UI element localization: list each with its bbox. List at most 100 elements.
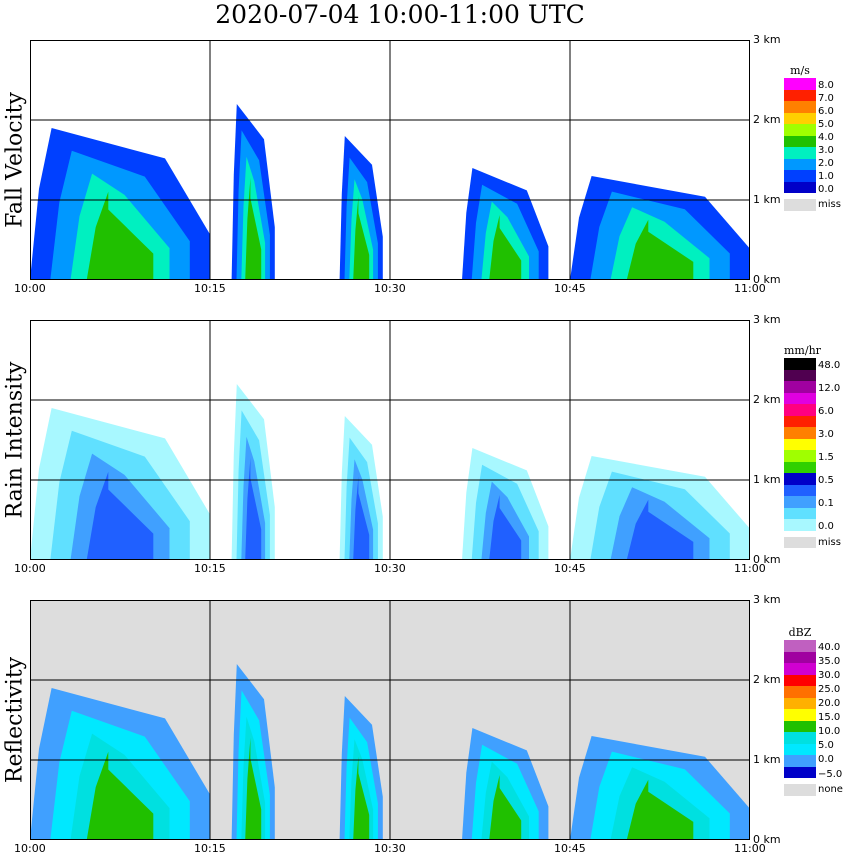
- echo-band: [245, 177, 262, 280]
- rain-intensity-plot: [30, 320, 750, 560]
- x-tick-label: 10:00: [14, 562, 46, 575]
- y-tick-label: 3 km: [753, 593, 781, 606]
- y-tick-label: 1 km: [753, 753, 781, 766]
- plot-frame: [30, 600, 750, 840]
- panel-label-fall-velocity: Fall Velocity: [2, 92, 28, 228]
- echo-cell-2: [339, 416, 383, 560]
- legend-swatch: [784, 755, 816, 767]
- y-tick-label: 2 km: [753, 393, 781, 406]
- echo-band: [245, 457, 262, 560]
- legend-swatch: [784, 450, 816, 462]
- echo-band: [353, 476, 370, 560]
- legend-swatch: [784, 536, 816, 548]
- x-tick-label: 10:00: [14, 282, 46, 295]
- legend-swatch: [784, 381, 816, 393]
- echo-band: [626, 779, 694, 840]
- legend-swatch: [784, 784, 816, 796]
- legend-swatch: [784, 404, 816, 416]
- echo-cell-4: [570, 176, 750, 280]
- legend-label: 0.0: [818, 521, 834, 532]
- y-tick-label: 3 km: [753, 33, 781, 46]
- y-tick-label: 0 km: [753, 553, 781, 566]
- legend-label: 25.0: [818, 684, 841, 696]
- legend-label: miss: [818, 536, 841, 548]
- plot-frame: [30, 40, 750, 280]
- echo-band: [86, 751, 154, 840]
- legend-swatch: [784, 461, 816, 473]
- echo-cell-1: [231, 664, 275, 840]
- legend-label: 15.0: [818, 712, 841, 724]
- reflectivity-plot: [30, 600, 750, 840]
- legend-swatch: [784, 507, 816, 519]
- legend-label: 7.0: [818, 92, 834, 104]
- echo-cell-0: [30, 128, 210, 280]
- legend-label: 8.0: [818, 80, 834, 91]
- legend-swatch: [784, 651, 816, 663]
- legend-swatch: [784, 112, 816, 124]
- legend-swatch: [784, 158, 816, 170]
- x-tick-label: 10:15: [194, 282, 226, 295]
- legend-label: 6.0: [818, 105, 834, 117]
- legend-swatch: [784, 147, 816, 159]
- x-tick-label: 10:00: [14, 842, 46, 855]
- x-tick-label: 10:45: [554, 282, 586, 295]
- legend-swatch: [784, 663, 816, 675]
- echo-cell-3: [462, 168, 549, 280]
- x-tick-label: 10:45: [554, 562, 586, 575]
- y-tick-label: 0 km: [753, 273, 781, 286]
- x-tick-label: 11:00: [734, 842, 766, 855]
- legend-label: 12.0: [818, 383, 841, 394]
- echo-band: [86, 191, 154, 280]
- echo-cell-2: [339, 696, 383, 840]
- legend-label: −5.0: [818, 768, 843, 780]
- legend-label: 0.0: [818, 754, 834, 766]
- legend-label: 6.0: [818, 406, 834, 417]
- legend-label: none: [818, 784, 843, 795]
- legend-label: 5.0: [818, 740, 834, 752]
- legend-swatch: [784, 135, 816, 147]
- legend-label: 1.0: [818, 170, 834, 182]
- legend-label: 1.5: [818, 452, 834, 463]
- echo-band: [489, 495, 522, 560]
- echo-cell-0: [30, 408, 210, 560]
- chart-title: 2020-07-04 10:00-11:00 UTC: [215, 0, 585, 29]
- x-tick-label: 10:30: [374, 282, 406, 295]
- legend-swatch: [784, 199, 816, 211]
- legend-unit: m/s: [790, 64, 810, 77]
- x-tick-label: 11:00: [734, 282, 766, 295]
- legend-swatch: [784, 415, 816, 427]
- legend-label: 0.1: [818, 498, 834, 509]
- y-tick-label: 2 km: [753, 113, 781, 126]
- plot-frame: [30, 320, 750, 560]
- fall-velocity-plot: [30, 40, 750, 280]
- echo-cell-1: [231, 104, 275, 280]
- legend-swatch: [784, 720, 816, 732]
- x-tick-label: 10:15: [194, 562, 226, 575]
- echo-cell-2: [339, 136, 383, 280]
- x-tick-label: 10:45: [554, 842, 586, 855]
- x-tick-label: 11:00: [734, 562, 766, 575]
- legend-swatch: [784, 181, 816, 193]
- echo-band: [489, 775, 522, 840]
- legend-label: 10.0: [818, 726, 841, 738]
- legend-swatch: [784, 170, 816, 182]
- echo-cell-3: [462, 728, 549, 840]
- echo-band: [353, 196, 370, 280]
- legend-label: 5.0: [818, 118, 834, 130]
- echo-cell-4: [570, 456, 750, 560]
- legend-swatch: [784, 519, 816, 531]
- legend-label: 30.0: [818, 670, 841, 682]
- panel-label-reflectivity: Reflectivity: [2, 656, 28, 784]
- legend-unit: dBZ: [788, 626, 812, 639]
- legend-swatch: [784, 369, 816, 381]
- legend-unit: mm/hr: [784, 344, 821, 357]
- echo-band: [353, 756, 370, 840]
- legend-swatch: [784, 78, 816, 90]
- legend-swatch: [784, 640, 816, 652]
- echo-cell-4: [570, 736, 750, 840]
- legend-swatch: [784, 484, 816, 496]
- x-tick-label: 10:30: [374, 842, 406, 855]
- legend-label: 3.0: [818, 144, 834, 156]
- legend-swatch: [784, 766, 816, 778]
- legend-swatch: [784, 473, 816, 485]
